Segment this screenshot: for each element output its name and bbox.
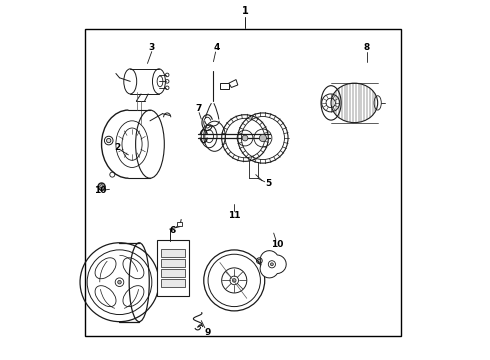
FancyBboxPatch shape [161, 259, 185, 267]
Circle shape [270, 263, 273, 266]
Text: 6: 6 [170, 226, 176, 235]
FancyBboxPatch shape [161, 269, 185, 277]
FancyBboxPatch shape [85, 30, 401, 336]
Text: 10: 10 [94, 186, 106, 195]
Text: 5: 5 [265, 179, 271, 188]
Text: 8: 8 [364, 43, 370, 52]
Text: 2: 2 [115, 143, 121, 152]
Circle shape [259, 134, 267, 141]
FancyBboxPatch shape [177, 222, 182, 226]
Text: 1: 1 [242, 6, 248, 17]
Text: 4: 4 [213, 43, 220, 52]
Text: 10: 10 [271, 240, 283, 249]
Text: 3: 3 [148, 43, 155, 52]
Circle shape [100, 185, 103, 188]
FancyBboxPatch shape [157, 240, 190, 296]
FancyBboxPatch shape [220, 83, 229, 89]
Circle shape [242, 135, 248, 141]
Text: 9: 9 [204, 328, 211, 337]
Text: 7: 7 [195, 104, 201, 113]
FancyBboxPatch shape [161, 249, 185, 257]
Circle shape [118, 280, 122, 284]
Circle shape [232, 279, 236, 282]
Circle shape [107, 138, 111, 143]
Text: 11: 11 [228, 211, 241, 220]
FancyBboxPatch shape [161, 279, 185, 287]
Polygon shape [229, 80, 238, 87]
Polygon shape [260, 251, 286, 278]
